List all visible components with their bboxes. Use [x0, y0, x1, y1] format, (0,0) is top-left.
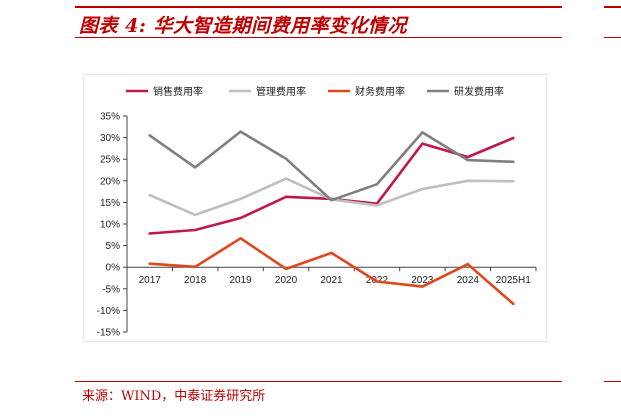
data-point [284, 195, 288, 198]
data-point [284, 267, 288, 271]
data-point [466, 262, 470, 266]
x-tick-label: 2021 [320, 275, 343, 286]
x-tick-label: 2019 [229, 275, 252, 286]
expense-ratio-line-chart: 销售费用率 管理费用率 财务费用率 研发费用率 35% 30% 25% 20% 15% 10% 5… [97, 85, 537, 339]
data-point [239, 197, 242, 201]
data-point [512, 136, 515, 140]
series-line [148, 177, 515, 217]
header-rule-next-column [604, 6, 621, 8]
series-line [148, 237, 515, 306]
data-point [330, 251, 333, 255]
x-tick-label: 2024 [457, 275, 480, 286]
data-point [421, 131, 424, 134]
data-point [284, 157, 288, 160]
data-point [375, 183, 379, 186]
y-tick-label: 30% [100, 133, 120, 144]
title-underline-next-column [604, 37, 621, 38]
series-lines [148, 130, 515, 306]
data-point [148, 193, 151, 197]
y-tick-label: 35% [100, 112, 120, 123]
data-point [193, 265, 197, 268]
data-point [466, 155, 470, 159]
data-point [466, 158, 470, 162]
data-point [193, 213, 197, 217]
data-point [239, 130, 242, 133]
y-tick-label: 5% [106, 241, 121, 252]
y-tick-label: -5% [102, 284, 120, 295]
x-tick-label: 2017 [139, 275, 162, 286]
y-tick-label: 20% [100, 176, 120, 187]
y-tick-label: -15% [97, 328, 120, 339]
legend-label: 研发费用率 [454, 85, 504, 98]
source-rule [75, 381, 562, 382]
source-rule-next-column [604, 381, 621, 382]
data-point [375, 204, 379, 207]
chart-frame: 销售费用率 管理费用率 财务费用率 研发费用率 35% 30% 25% 20% 15% 10% 5… [83, 74, 547, 342]
data-point [239, 237, 242, 240]
data-point [421, 142, 424, 145]
y-tick-label: 15% [100, 198, 120, 209]
series-line [148, 136, 515, 235]
figure-title: 图表 4: 华大智造期间费用率变化情况 [79, 15, 407, 37]
data-point [421, 285, 424, 288]
data-point [239, 216, 242, 220]
series-line [148, 130, 515, 202]
data-point [512, 180, 515, 183]
source-note: 来源：WIND，中泰证券研究所 [82, 389, 266, 404]
header-rule [75, 6, 562, 8]
data-point [330, 199, 333, 202]
data-point [193, 166, 197, 169]
data-point [148, 134, 151, 137]
legend-label: 管理费用率 [256, 85, 306, 98]
data-point [512, 160, 515, 163]
x-tick-label: 2018 [184, 275, 207, 286]
data-point [193, 228, 197, 232]
x-tick-label: 2020 [275, 275, 298, 286]
data-point [512, 302, 515, 306]
data-point [466, 179, 470, 182]
y-tick-label: -10% [97, 306, 120, 317]
legend-label: 财务费用率 [355, 85, 405, 98]
x-tick-label: 2023 [411, 275, 434, 286]
y-tick-label: 25% [100, 155, 120, 166]
y-tick-label: 0% [106, 263, 121, 274]
data-point [148, 232, 151, 235]
data-point [284, 177, 288, 180]
title-underline [75, 37, 562, 38]
y-tick-label: 10% [100, 220, 120, 231]
legend-label: 销售费用率 [153, 85, 203, 98]
legend: 销售费用率 管理费用率 财务费用率 研发费用率 [126, 85, 504, 98]
y-axis: 35% 30% 25% 20% 15% 10% 5% 0% -5% -10% -15% [97, 112, 128, 339]
data-point [421, 187, 424, 191]
x-tick-label: 2025H1 [496, 275, 531, 286]
data-point [148, 262, 151, 265]
data-point [375, 280, 379, 283]
